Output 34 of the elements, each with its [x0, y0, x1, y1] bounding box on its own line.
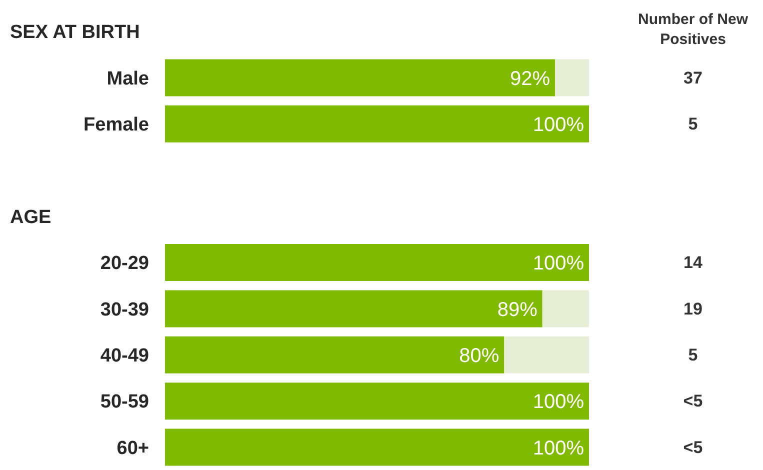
bar: [165, 428, 589, 466]
data-label: 100%: [532, 437, 584, 460]
y-tick-label: 50-59: [100, 392, 149, 413]
text: 5: [688, 346, 698, 364]
text: 5: [688, 114, 698, 134]
data-label: 89%: [497, 298, 538, 321]
data-label: 100%: [532, 391, 584, 414]
text: <5: [683, 392, 703, 411]
data-label: 80%: [459, 345, 500, 367]
bar: [542, 290, 589, 328]
bar: [165, 105, 589, 142]
bar: [504, 336, 589, 374]
bar: [165, 244, 589, 281]
text: Number of New Positives: [638, 11, 748, 48]
data-label: 100%: [532, 252, 584, 275]
bar: [165, 382, 589, 420]
text: <5: [683, 438, 703, 457]
text: 37: [684, 68, 702, 88]
data-label: 92%: [510, 68, 550, 90]
y-tick-label: 30-39: [100, 299, 149, 320]
bar: [165, 59, 556, 96]
bar: [165, 336, 504, 374]
y-tick-label: Male: [106, 68, 149, 90]
text: 19: [684, 299, 702, 318]
text: 14: [684, 253, 703, 272]
y-tick-label: 40-49: [100, 346, 149, 366]
y-tick-label: Female: [84, 114, 149, 136]
data-label: 100%: [532, 114, 584, 136]
bar: [555, 59, 589, 96]
y-tick-label: 20-29: [100, 253, 149, 274]
text: SEX AT BIRTH: [10, 22, 140, 44]
bar: [165, 290, 542, 328]
y-tick-label: 60+: [116, 438, 149, 459]
text: AGE: [10, 206, 52, 228]
